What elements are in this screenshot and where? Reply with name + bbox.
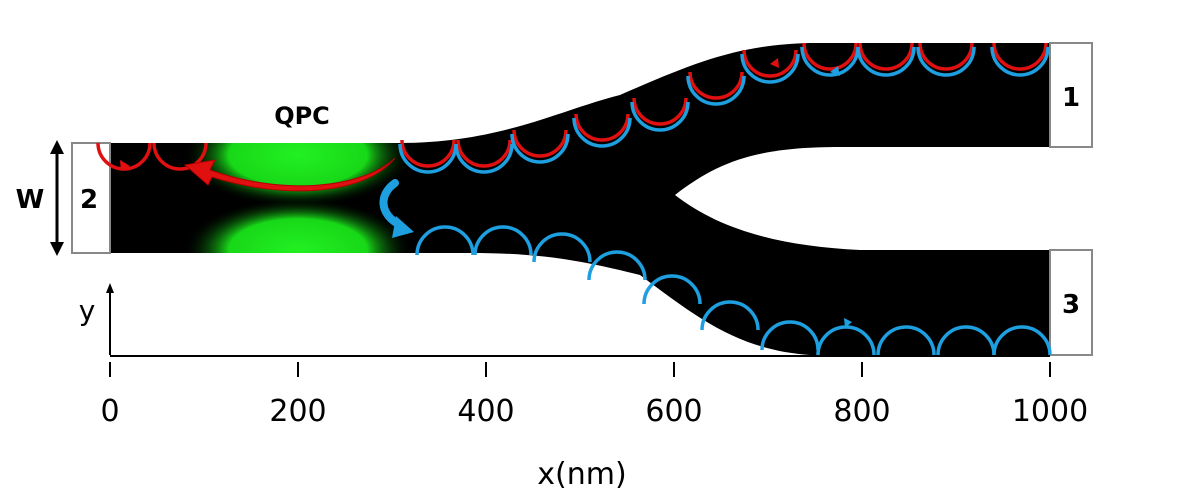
blue-orbit: [532, 232, 592, 263]
blue-orbit: [642, 274, 702, 305]
blue-orbit: [740, 53, 800, 84]
blue-orbit: [398, 143, 458, 174]
red-orbit: [574, 113, 630, 142]
width-indicator: [50, 140, 64, 256]
red-direction-arrowhead: [770, 58, 779, 68]
blue-direction-arrowhead-bottom: [844, 318, 852, 328]
x-tick-label: 0: [100, 394, 119, 429]
x-axis-label: x(nm): [537, 457, 626, 492]
transmitted-edge-state-orbits: [398, 46, 1052, 356]
x-tick-label: 600: [645, 394, 702, 429]
x-tick-label: 400: [457, 394, 514, 429]
transmission-arrowhead: [392, 216, 414, 238]
blue-orbit: [700, 300, 760, 331]
blue-orbit: [572, 117, 632, 148]
y-axis: [106, 283, 114, 355]
red-orbit: [632, 97, 688, 126]
red-orbit: [992, 42, 1048, 71]
red-orbit: [858, 42, 914, 71]
width-label: W: [16, 185, 45, 215]
red-orbit: [918, 42, 974, 71]
blue-orbit: [936, 325, 996, 356]
blue-orbit: [992, 325, 1052, 356]
blue-orbit: [760, 320, 820, 351]
blue-orbit: [473, 225, 533, 256]
blue-direction-arrowhead-top: [830, 66, 840, 76]
contact-3: 3: [1049, 249, 1093, 356]
red-direction-arrowhead-left: [120, 160, 130, 171]
contact-1: 1: [1049, 42, 1093, 148]
channel-region: [110, 43, 1050, 357]
red-orbit: [456, 139, 512, 168]
blue-orbit: [510, 133, 570, 164]
blue-orbit: [990, 46, 1050, 77]
blue-orbit: [415, 225, 475, 256]
red-orbit: [742, 49, 798, 78]
blue-orbit: [454, 143, 514, 174]
blue-orbit: [686, 75, 746, 106]
red-orbit: [152, 142, 208, 171]
x-tick-label: 800: [833, 394, 890, 429]
red-orbit: [512, 129, 568, 158]
qpc-label: QPC: [274, 102, 330, 130]
red-orbit: [802, 42, 858, 71]
x-tick-label: 1000: [1012, 394, 1088, 429]
red-orbit: [688, 71, 744, 100]
x-tick-label: 200: [269, 394, 326, 429]
x-axis-ticks: 0 200 400 600 800 1000: [100, 362, 1088, 429]
contact-3-label: 3: [1062, 290, 1080, 320]
blue-orbit: [856, 46, 916, 77]
blue-orbit: [587, 250, 647, 281]
reflection-arrow: [183, 157, 396, 192]
blue-orbit: [630, 101, 690, 132]
qpc-upper-gate: [183, 143, 413, 207]
y-axis-label: y: [79, 294, 96, 327]
contact-1-label: 1: [1062, 83, 1080, 113]
contact-2-label: 2: [80, 185, 98, 215]
qpc-lower-gate: [183, 198, 413, 253]
blue-orbit: [876, 325, 936, 356]
blue-orbit: [916, 46, 976, 77]
blue-orbit: [800, 46, 860, 77]
red-orbit: [400, 139, 456, 168]
